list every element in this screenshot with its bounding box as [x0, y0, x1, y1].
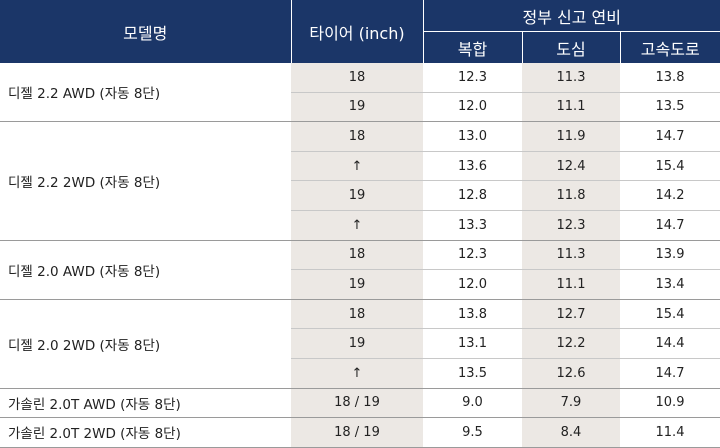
- combined-cell: 9.0: [423, 388, 522, 419]
- combined-cell: 12.3: [423, 240, 522, 271]
- table-row: ↑ 13.3 12.3 14.7: [0, 210, 720, 241]
- combined-cell: 13.6: [423, 151, 522, 182]
- combined-cell: 12.3: [423, 63, 522, 93]
- tire-cell: 18: [291, 121, 423, 152]
- highway-cell: 13.8: [620, 63, 720, 93]
- combined-cell: 13.0: [423, 121, 522, 152]
- tire-cell: ↑: [291, 210, 423, 241]
- highway-cell: 14.7: [620, 210, 720, 241]
- highway-cell: 15.4: [620, 151, 720, 182]
- table-header: 모델명 타이어 (inch) 정부 신고 연비 복합 도심 고속도로: [0, 0, 720, 63]
- highway-cell: 10.9: [620, 388, 720, 419]
- combined-cell: 13.5: [423, 358, 522, 389]
- combined-cell: 12.0: [423, 92, 522, 123]
- highway-cell: 13.4: [620, 269, 720, 300]
- highway-cell: 14.4: [620, 328, 720, 359]
- table-row: 디젤 2.0 AWD (자동 8단) 18 12.3 11.3 13.9: [0, 240, 720, 300]
- city-cell: 11.3: [522, 63, 620, 93]
- city-cell: 11.1: [522, 269, 620, 300]
- highway-cell: 14.7: [620, 121, 720, 152]
- table-row: 19 12.8 11.8 14.2: [0, 180, 720, 211]
- header-combined: 복합: [422, 31, 522, 63]
- highway-cell: 11.4: [620, 417, 720, 448]
- city-cell: 12.6: [522, 358, 620, 389]
- table-row: ↑ 13.5 12.6 14.7: [0, 358, 720, 389]
- highway-cell: 14.7: [620, 358, 720, 389]
- city-cell: 11.3: [522, 240, 620, 271]
- table-row: ↑ 13.6 12.4 15.4: [0, 151, 720, 182]
- tire-cell: 18 / 19: [291, 388, 423, 419]
- combined-cell: 13.1: [423, 328, 522, 359]
- highway-cell: 13.5: [620, 92, 720, 123]
- table-row: 19 12.0 11.1 13.5: [0, 92, 720, 123]
- city-cell: 12.3: [522, 210, 620, 241]
- table-row: 디젤 2.0 2WD (자동 8단) 18 13.8 12.7 15.4: [0, 299, 720, 389]
- city-cell: 12.7: [522, 299, 620, 330]
- tire-cell: ↑: [291, 151, 423, 182]
- city-cell: 12.2: [522, 328, 620, 359]
- table-row: 디젤 2.2 2WD (자동 8단) 18 13.0 11.9 14.7: [0, 121, 720, 241]
- city-cell: 11.9: [522, 121, 620, 152]
- model-cell: 디젤 2.2 2WD (자동 8단): [0, 121, 291, 241]
- combined-cell: 13.3: [423, 210, 522, 241]
- highway-cell: 14.2: [620, 180, 720, 211]
- table-row: 19 13.1 12.2 14.4: [0, 328, 720, 359]
- header-model: 모델명: [0, 0, 291, 63]
- table-body: 디젤 2.2 AWD (자동 8단) 18 12.3 11.3 13.8 19 …: [0, 63, 720, 448]
- city-cell: 8.4: [522, 417, 620, 448]
- model-cell: 가솔린 2.0T 2WD (자동 8단): [0, 417, 291, 448]
- tire-cell: 18 / 19: [291, 417, 423, 448]
- combined-cell: 12.8: [423, 180, 522, 211]
- model-cell: 디젤 2.0 2WD (자동 8단): [0, 299, 291, 389]
- city-cell: 12.4: [522, 151, 620, 182]
- model-cell: 가솔린 2.0T AWD (자동 8단): [0, 388, 291, 419]
- highway-cell: 13.9: [620, 240, 720, 271]
- city-cell: 7.9: [522, 388, 620, 419]
- model-cell: 디젤 2.2 AWD (자동 8단): [0, 63, 291, 123]
- header-fuel-group: 정부 신고 연비: [422, 0, 720, 32]
- table-row: 가솔린 2.0T 2WD (자동 8단) 18 / 19 9.5 8.4 11.…: [0, 417, 720, 448]
- table-row: 가솔린 2.0T AWD (자동 8단) 18 / 19 9.0 7.9 10.…: [0, 388, 720, 419]
- tire-cell: 19: [291, 328, 423, 359]
- city-cell: 11.1: [522, 92, 620, 123]
- table-row: 디젤 2.2 AWD (자동 8단) 18 12.3 11.3 13.8: [0, 63, 720, 123]
- tire-cell: ↑: [291, 358, 423, 389]
- highway-cell: 15.4: [620, 299, 720, 330]
- tire-cell: 18: [291, 63, 423, 93]
- city-cell: 11.8: [522, 180, 620, 211]
- tire-cell: 18: [291, 299, 423, 330]
- combined-cell: 13.8: [423, 299, 522, 330]
- model-cell: 디젤 2.0 AWD (자동 8단): [0, 240, 291, 300]
- tire-cell: 19: [291, 92, 423, 123]
- header-highway: 고속도로: [619, 31, 720, 63]
- combined-cell: 12.0: [423, 269, 522, 300]
- tire-cell: 19: [291, 180, 423, 211]
- header-city: 도심: [521, 31, 620, 63]
- header-tire: 타이어 (inch): [290, 0, 423, 63]
- table-row: 19 12.0 11.1 13.4: [0, 269, 720, 300]
- tire-cell: 18: [291, 240, 423, 271]
- combined-cell: 9.5: [423, 417, 522, 448]
- tire-cell: 19: [291, 269, 423, 300]
